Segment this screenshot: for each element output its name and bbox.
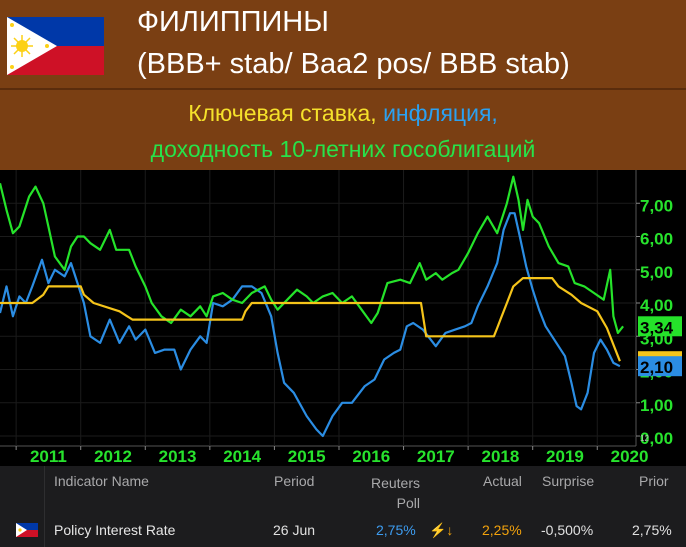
header-surprise: Surprise xyxy=(542,473,595,489)
y-tick-label: 4,00 xyxy=(640,296,673,315)
indicator-table: Indicator Name Period Reuters Poll Actua… xyxy=(0,466,686,547)
row-surprise: -0,500% xyxy=(541,522,594,538)
philippines-flag-icon xyxy=(7,17,104,75)
x-tick-label: 2017 xyxy=(417,447,455,466)
header-indicator: Indicator Name xyxy=(54,473,149,489)
x-tick-label: 2015 xyxy=(288,447,326,466)
x-tick-label: 2013 xyxy=(159,447,197,466)
series-end-label: 3,34 xyxy=(638,316,682,337)
y-tick-label: 7,00 xyxy=(640,196,673,215)
page-subtitle: (BBB+ stab/ Baa2 pos/ BBB stab) xyxy=(137,48,570,80)
y-tick-label: 0,00 xyxy=(640,429,673,448)
x-tick-label: 2011 xyxy=(30,447,67,466)
x-tick-label: 2020 xyxy=(611,447,649,466)
x-axis-ticks: 2011 2012 2013 2014 2015 2016 2017 2018 2019 2020 xyxy=(15,446,649,466)
page-title: ФИЛИППИНЫ xyxy=(137,6,329,38)
series-line xyxy=(0,276,621,362)
row-prior: 2,75% xyxy=(632,522,672,538)
series-end-labels: 2,252,103,34 xyxy=(638,316,682,377)
header-period: Period xyxy=(274,473,315,489)
x-tick-label: 2014 xyxy=(223,447,261,466)
y-tick-label: 5,00 xyxy=(640,263,673,282)
chart-title-policy: Ключевая ставка, xyxy=(188,100,384,126)
y-tick-label: 1,00 xyxy=(640,396,673,415)
series-layer xyxy=(0,175,624,438)
row-actual: 2,25% xyxy=(482,522,522,538)
x-tick-label: 2019 xyxy=(546,447,584,466)
y-tick-label: 6,00 xyxy=(640,230,673,249)
row-indicator-name[interactable]: Policy Interest Rate xyxy=(54,522,176,538)
series-end-label-bg xyxy=(638,356,682,377)
series-end-label-text: 2,10 xyxy=(640,358,673,377)
x-tick-label: 2018 xyxy=(481,447,519,466)
header-prior: Prior xyxy=(639,473,669,489)
series-end-label-text: 3,34 xyxy=(640,318,674,337)
header: ФИЛИППИНЫ (BBB+ stab/ Baa2 pos/ BBB stab… xyxy=(0,0,686,90)
series-line xyxy=(0,212,621,438)
series-end-label: 2,10 xyxy=(638,356,682,377)
philippines-flag-small-icon xyxy=(16,523,38,537)
row-poll: 2,75% xyxy=(376,522,416,538)
table-separator xyxy=(44,466,45,547)
row-period: 26 Jun xyxy=(273,522,316,538)
chart-title-band: Ключевая ставка, инфляция, доходность 10… xyxy=(0,90,686,170)
x-tick-label: 2016 xyxy=(352,447,390,466)
chart-title-line2: доходность 10-летних гособлигаций xyxy=(150,136,536,162)
header-actual: Actual xyxy=(483,473,522,489)
header-reuters-poll: Reuters Poll xyxy=(370,475,420,511)
axis-note: 12 xyxy=(640,434,649,443)
chart-title-line1: Ключевая ставка, инфляция, xyxy=(0,98,686,128)
chart-background xyxy=(0,170,686,466)
x-tick-label: 2012 xyxy=(94,447,132,466)
row-direction-icon: ⚡↓ xyxy=(429,522,454,538)
chart-title-inflation: инфляция, xyxy=(383,100,498,126)
line-chart: 7,006,005,004,003,002,001,000,00 2011201… xyxy=(0,170,686,466)
series-end-label-bg xyxy=(638,316,682,337)
